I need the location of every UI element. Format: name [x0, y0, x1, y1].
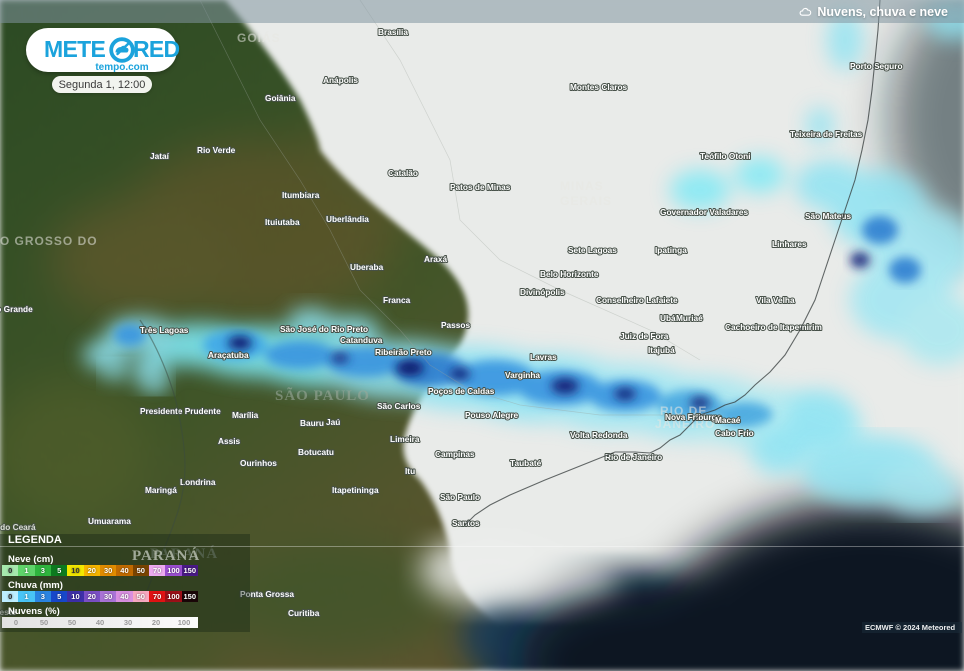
svg-text:RED: RED [133, 36, 180, 62]
svg-text:tempo.com: tempo.com [95, 62, 148, 73]
svg-text:METE: METE [44, 36, 105, 62]
